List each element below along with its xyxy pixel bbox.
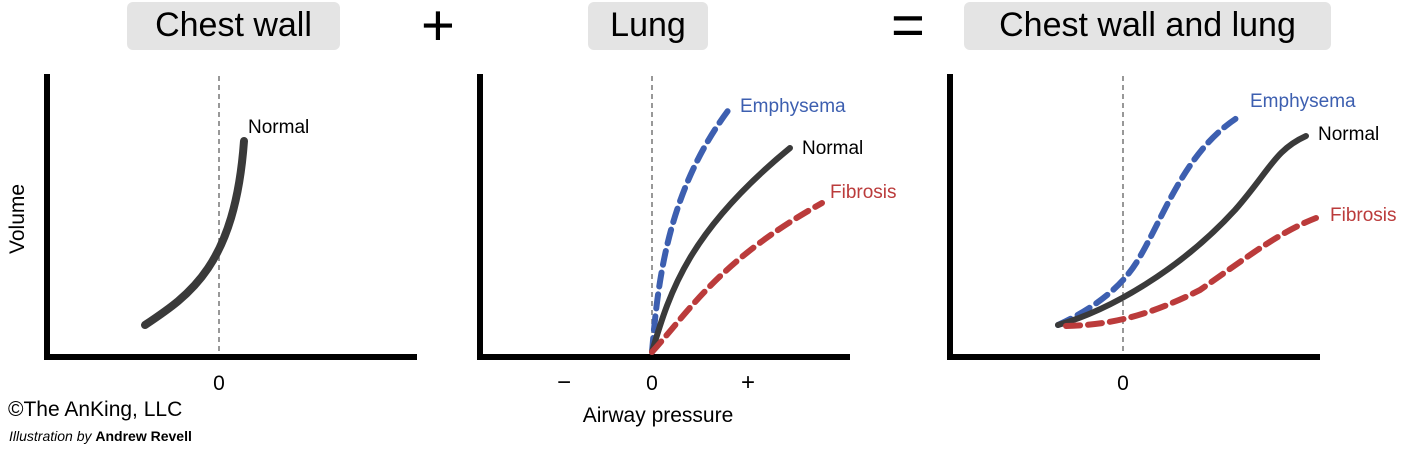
combined-fibrosis-curve — [1063, 215, 1319, 329]
lung-emphysema-curve — [649, 105, 733, 355]
header-chest-wall-label: Chest wall — [155, 6, 312, 44]
combined-zero-tick: 0 — [1117, 372, 1129, 395]
lung-normal-curve — [649, 145, 793, 355]
lung-minus-tick: − — [557, 369, 571, 396]
lung-panel: Emphysema Normal Fibrosis − 0 + Airway p… — [477, 74, 897, 427]
header-lung-label: Lung — [610, 6, 686, 44]
plus-operator: + — [421, 0, 455, 58]
combined-emphysema-label: Emphysema — [1250, 91, 1356, 112]
header-combined-label: Chest wall and lung — [999, 6, 1296, 44]
copyright-credit: ©The AnKing, LLC — [8, 398, 183, 421]
combined-fibrosis-label: Fibrosis — [1330, 205, 1397, 226]
lung-plus-tick: + — [741, 369, 755, 396]
lung-emphysema-label: Emphysema — [740, 96, 846, 117]
lung-fibrosis-curve — [649, 200, 825, 355]
lung-fibrosis-label: Fibrosis — [830, 182, 897, 203]
lung-zero-tick: 0 — [646, 372, 658, 395]
lung-axes — [477, 74, 850, 360]
equals-operator: = — [891, 0, 925, 58]
chest-wall-zero-tick: 0 — [213, 372, 225, 395]
combined-axes — [947, 74, 1320, 360]
illustration-credit: Illustration by Andrew Revell — [9, 428, 192, 444]
lung-normal-label: Normal — [802, 138, 863, 159]
chest-wall-panel: Normal 0 — [44, 74, 417, 395]
header-chest-wall-and-lung: Chest wall and lung — [964, 2, 1331, 50]
combined-panel: Emphysema Normal Fibrosis 0 — [947, 74, 1397, 395]
illustration-author: Andrew Revell — [95, 428, 192, 444]
combined-normal-label: Normal — [1318, 124, 1379, 145]
header-lung: Lung — [588, 2, 708, 50]
combined-emphysema-curve — [1055, 113, 1243, 328]
chest-wall-normal-curve — [141, 137, 248, 329]
airway-pressure-label: Airway pressure — [583, 404, 734, 427]
combined-normal-curve — [1055, 133, 1309, 328]
chest-wall-normal-label: Normal — [248, 117, 309, 138]
illustration-prefix: Illustration by — [9, 428, 92, 444]
header-chest-wall: Chest wall — [127, 2, 340, 50]
chest-wall-axes — [44, 74, 417, 360]
